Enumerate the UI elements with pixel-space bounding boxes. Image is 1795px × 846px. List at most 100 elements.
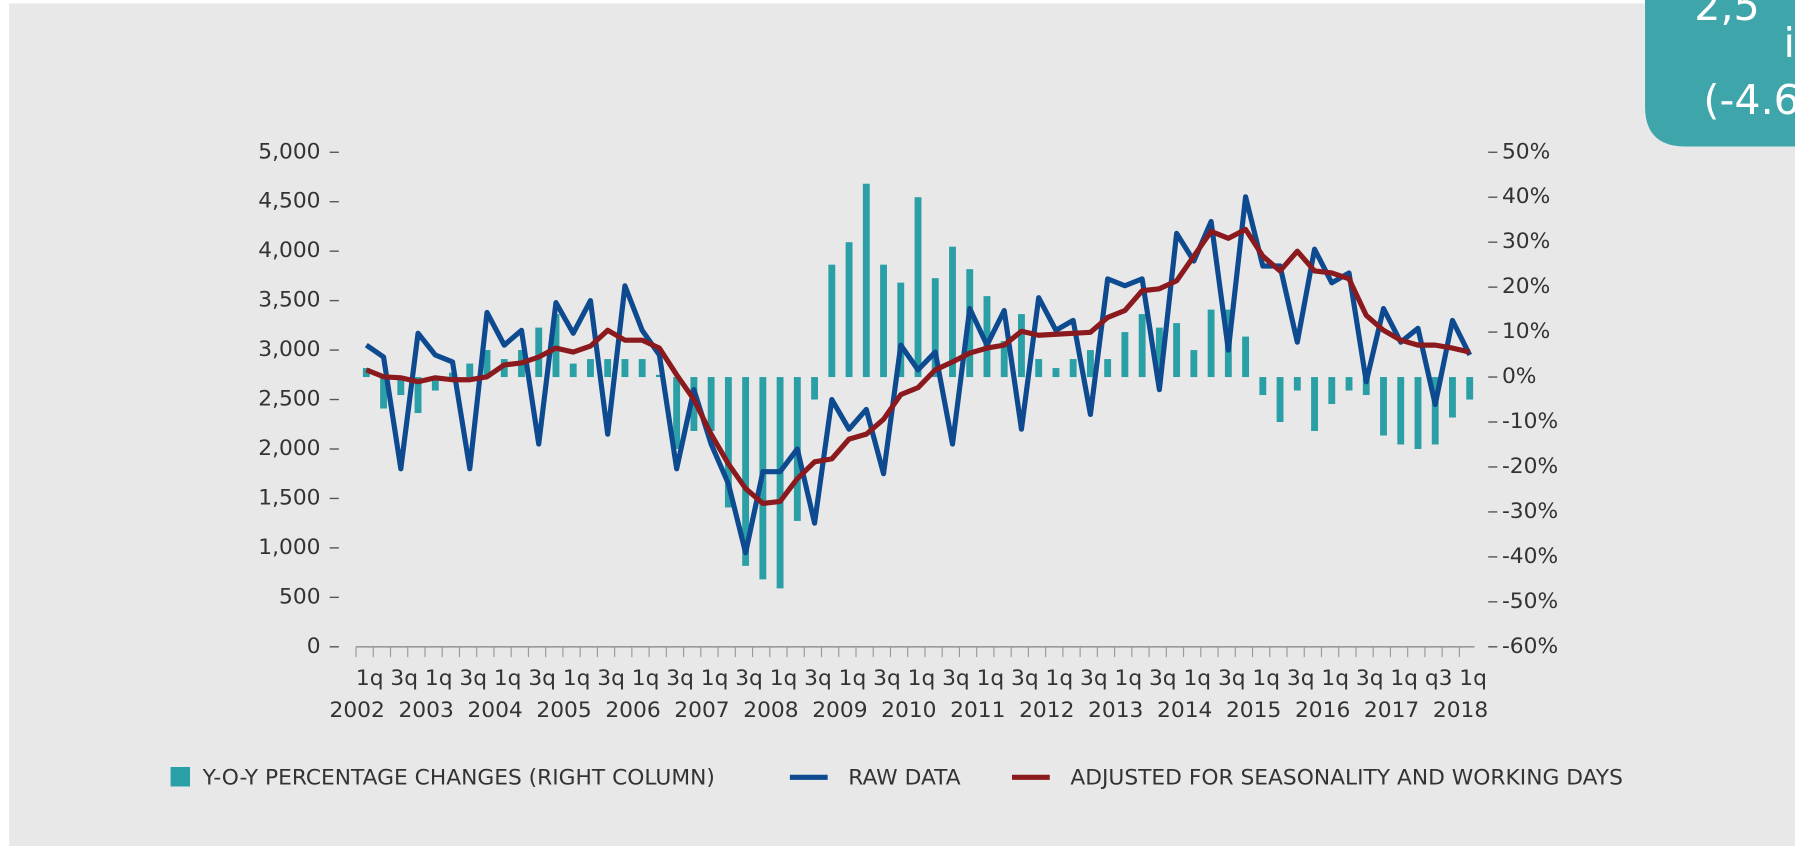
x-tick-label: 1q [701,666,729,691]
panel [9,3,1795,846]
bar [1449,377,1456,418]
bar [1466,377,1474,400]
y-tick-label: 500 [279,584,321,609]
x-tick-label: 3q [942,666,970,691]
bar [931,278,939,378]
x-tick-label: 3q [390,666,418,691]
bar [414,377,422,414]
bar [1104,359,1112,378]
bar [1121,332,1129,378]
bar [569,363,577,378]
legend-label: ADJUSTED FOR SEASONALITY AND WORKING DAY… [1070,765,1623,790]
x-year-label: 2009 [812,698,867,723]
bar [983,296,991,378]
bar [587,359,594,378]
bar [1242,336,1250,378]
x-year-label: 2014 [1157,698,1212,723]
bar [1035,359,1043,378]
y-tick-label: 1,500 [258,485,320,510]
x-tick-label: 1q [1183,666,1211,691]
bar [655,374,663,378]
x-year-label: 2002 [329,698,384,723]
y2-tick-label: -20% [1502,454,1558,479]
x-tick-label: 1q [1459,666,1487,691]
bar [724,377,732,508]
x-tick-label: 1q [494,666,522,691]
bar [1000,341,1008,378]
bar [1052,368,1060,378]
bar [1086,350,1094,378]
legend-swatch [170,767,191,787]
bar [1259,377,1267,396]
y-tick-label: 3,500 [258,288,320,313]
x-tick-label: 3q [1080,666,1108,691]
x-tick-label: 1q [908,666,936,691]
x-tick-label: 1q [425,666,453,691]
bar [1414,377,1422,449]
y2-tick-label: -60% [1502,634,1558,659]
bar [1069,359,1077,378]
y2-tick-label: 20% [1502,274,1550,299]
x-tick-label: 3q [528,666,556,691]
x-year-label: 2005 [536,698,591,723]
x-year-label: 2003 [398,698,453,723]
bar [1173,323,1181,378]
x-year-label: 2010 [881,698,936,723]
x-year-label: 2006 [605,698,660,723]
x-tick-label: 3q [804,666,832,691]
x-tick-label: 3q [1218,666,1246,691]
callout-box [1645,0,1795,147]
callout-text: (-4.6 [1703,76,1795,124]
legend-label: Y-O-Y PERCENTAGE CHANGES (RIGHT COLUMN) [202,765,715,790]
x-tick-label: 3q [459,666,487,691]
bar [1328,377,1336,405]
x-tick-label: 3q [1011,666,1039,691]
bar [828,264,836,378]
bar [1311,377,1318,432]
bar [949,246,956,378]
y2-tick-label: -30% [1502,499,1558,524]
y-tick-label: 4,500 [258,189,320,214]
y2-tick-label: 40% [1502,184,1550,209]
callout-text: 2,5 [1694,0,1760,30]
bar [776,377,784,589]
x-year-label: 2011 [950,698,1005,723]
x-tick-label: 3q [873,666,901,691]
y2-tick-label: -50% [1502,589,1558,614]
bar [1138,314,1146,378]
line [365,226,1471,506]
bar [638,359,646,378]
bar [483,350,491,378]
bar [1018,314,1025,378]
x-year-label: 2012 [1019,698,1074,723]
x-tick-label: 1q [1115,666,1143,691]
x-tick-label: 1q [632,666,660,691]
bar [604,359,612,378]
x-tick-label: 3q [735,666,763,691]
y2-tick-label: -40% [1502,544,1558,569]
bar [1362,377,1370,396]
x-year-label: 2013 [1088,698,1143,723]
y-tick-label: 3,000 [258,337,320,362]
bar [811,377,819,400]
bar [1155,327,1163,378]
x-tick-label: 3q [1149,666,1177,691]
x-tick-label: 3q [1287,666,1315,691]
bar [535,327,543,378]
callout-text: i [1784,19,1795,67]
y-tick-label: 0 [307,634,321,659]
bar [707,377,715,432]
bar [1276,377,1284,423]
x-tick-label: 1q [563,666,591,691]
x-tick-label: 1q [1390,666,1418,691]
bar [397,377,405,396]
x-year-label: 2017 [1364,698,1419,723]
bar [880,264,887,378]
bar [1207,309,1215,378]
bar [1397,377,1405,445]
y2-tick-label: 50% [1502,139,1550,164]
x-tick-label: 1q [356,666,384,691]
bar [431,377,439,391]
